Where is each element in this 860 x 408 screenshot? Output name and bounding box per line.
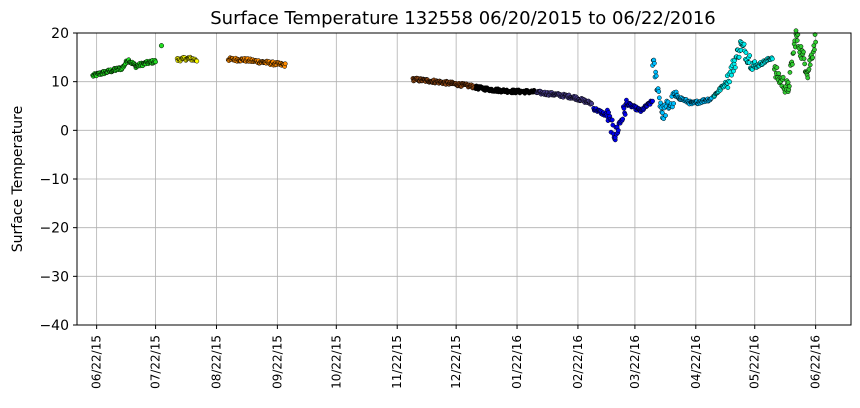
data-point xyxy=(790,62,795,67)
x-tick-label: 08/22/15 xyxy=(209,335,223,389)
data-point xyxy=(812,47,817,53)
data-point xyxy=(770,56,775,62)
data-point xyxy=(658,100,663,106)
data-point xyxy=(806,66,812,72)
x-tick-label: 10/22/15 xyxy=(329,335,343,389)
data-point xyxy=(653,73,659,79)
data-point xyxy=(725,85,731,90)
data-point xyxy=(741,41,747,47)
data-point xyxy=(620,116,626,122)
data-point xyxy=(727,79,733,85)
data-point xyxy=(621,106,627,111)
y-tick-label: 20 xyxy=(51,26,69,42)
data-point xyxy=(801,56,807,62)
data-point xyxy=(609,117,615,123)
data-point xyxy=(805,75,811,81)
data-point xyxy=(660,110,665,116)
data-point xyxy=(652,60,657,66)
x-tick-label: 03/22/16 xyxy=(628,335,642,389)
axis-ticks: 20 10 0 −10 −20 −30 −40 06/22/15 07/22/15 08/22/1… xyxy=(39,26,822,389)
data-point xyxy=(282,61,288,67)
data-point xyxy=(793,28,799,34)
data-point xyxy=(780,74,786,80)
data-point xyxy=(733,65,738,70)
data-point xyxy=(794,38,800,43)
grid xyxy=(77,32,851,326)
y-tick-label: −30 xyxy=(39,269,69,285)
data-point xyxy=(752,59,758,64)
data-point xyxy=(663,113,668,118)
chart-title: Surface Temperature 132558 06/20/2015 to… xyxy=(210,8,715,29)
data-point xyxy=(743,50,749,55)
x-tick-label: 12/22/15 xyxy=(449,335,463,389)
data-point xyxy=(786,83,792,89)
x-tick-label: 06/22/15 xyxy=(90,335,104,389)
data-point xyxy=(801,49,806,55)
y-tick-label: 0 xyxy=(60,123,69,139)
x-tick-label: 07/22/15 xyxy=(149,335,163,389)
data-point xyxy=(153,59,158,65)
x-tick-label: 06/22/16 xyxy=(809,335,823,389)
y-axis-label: Surface Temperature xyxy=(10,106,26,252)
data-point xyxy=(158,43,165,49)
data-point xyxy=(589,101,595,106)
data-point xyxy=(650,98,655,104)
data-points xyxy=(90,28,818,143)
y-tick-label: −20 xyxy=(39,221,69,237)
data-point xyxy=(787,70,793,75)
data-point xyxy=(656,89,662,94)
data-point xyxy=(731,68,736,74)
data-point xyxy=(736,54,742,60)
data-point xyxy=(747,53,753,58)
data-point xyxy=(616,127,621,133)
y-tick-label: −40 xyxy=(39,318,69,334)
x-tick-label: 05/22/16 xyxy=(748,335,762,389)
data-point xyxy=(798,44,804,49)
data-point xyxy=(810,55,815,60)
x-tick-label: 09/22/15 xyxy=(270,335,284,389)
data-point xyxy=(622,112,628,117)
data-point xyxy=(738,47,744,53)
data-point xyxy=(774,65,780,70)
data-point xyxy=(729,72,734,78)
x-tick-label: 11/22/15 xyxy=(390,335,404,389)
data-point xyxy=(671,101,677,106)
data-point xyxy=(194,58,200,64)
data-point xyxy=(791,50,796,56)
data-point xyxy=(812,32,818,37)
y-tick-label: 10 xyxy=(51,75,69,91)
x-tick-label: 02/22/16 xyxy=(571,335,585,389)
data-point xyxy=(813,39,818,45)
data-point xyxy=(807,62,813,68)
data-point xyxy=(653,69,659,75)
data-point xyxy=(802,61,808,67)
y-tick-label: −10 xyxy=(39,172,69,188)
x-tick-label: 04/22/16 xyxy=(689,335,703,389)
x-tick-label: 01/22/16 xyxy=(510,335,524,389)
data-point xyxy=(776,71,782,76)
data-point xyxy=(656,95,662,101)
